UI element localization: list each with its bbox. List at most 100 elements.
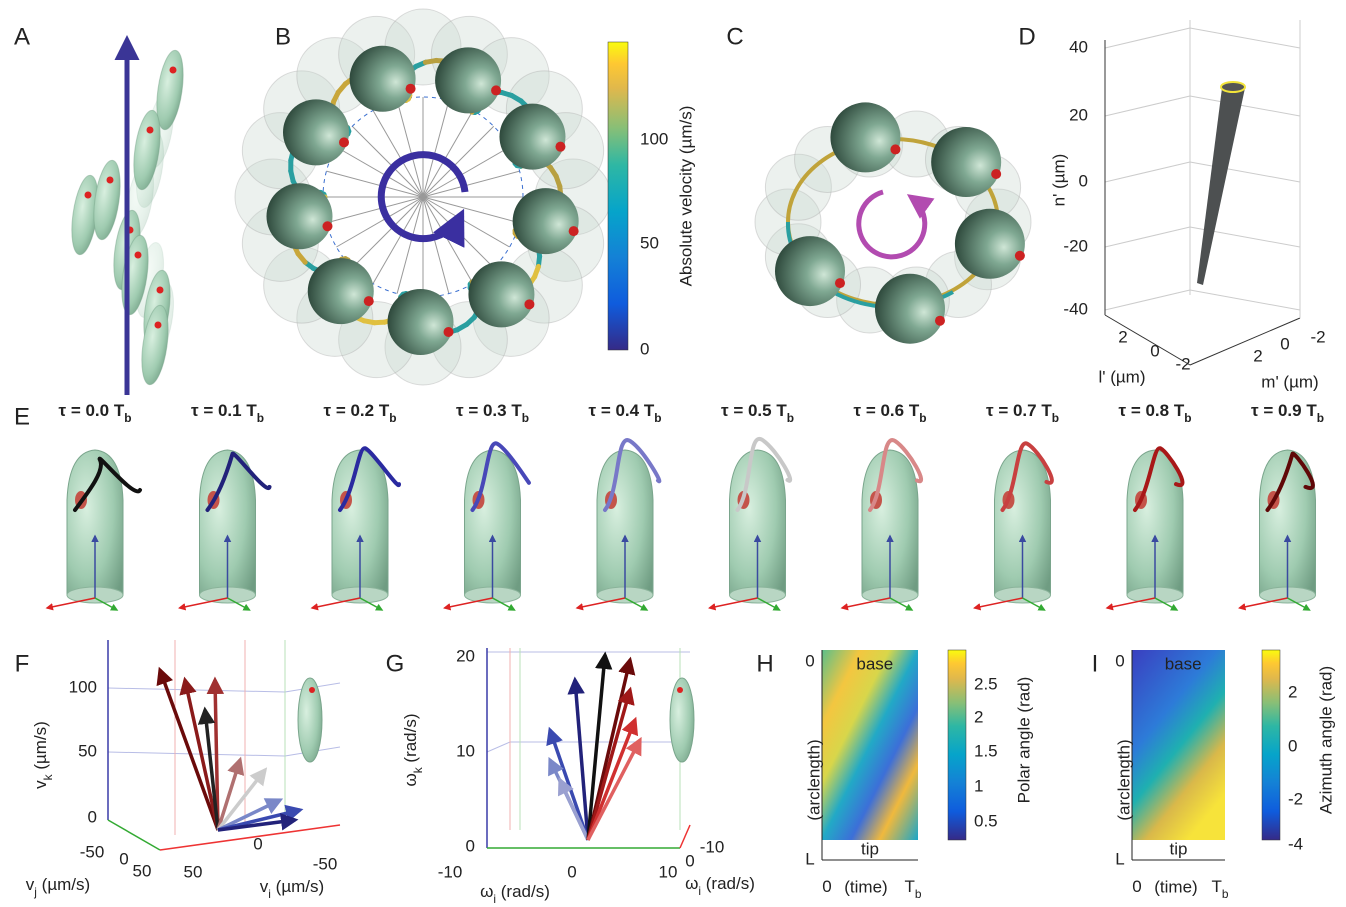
- sphere: [830, 102, 900, 172]
- axis-label: ωk (rad/s): [401, 713, 425, 786]
- subscript: b: [654, 411, 661, 425]
- grid-line: [1190, 290, 1300, 310]
- spot: [170, 67, 177, 74]
- colorbar-tick: 0: [1288, 736, 1297, 755]
- subscript: b: [1222, 887, 1229, 901]
- axis-label: (arclength): [1114, 739, 1133, 820]
- tick-label: 0: [1115, 651, 1124, 670]
- spot: [339, 137, 349, 147]
- axis-label: ωi (rad/s): [685, 874, 755, 898]
- spot: [991, 169, 1001, 179]
- grid-line: [1105, 227, 1190, 247]
- grid-line: [1105, 162, 1190, 182]
- grid-line: [1190, 162, 1300, 182]
- axis-line: [108, 820, 160, 850]
- spoke: [326, 171, 423, 197]
- label-part: T: [904, 877, 914, 896]
- axis-label: l' (µm): [1098, 367, 1145, 386]
- axis-label: n' (µm): [1049, 154, 1068, 207]
- spoke: [397, 100, 423, 197]
- colorbar-tick: -4: [1288, 834, 1303, 853]
- sphere: [468, 261, 534, 327]
- tick-label: 0: [253, 834, 262, 853]
- sphere: [955, 209, 1025, 279]
- spot: [835, 278, 845, 288]
- frame-title: τ = 0.0 Tb: [59, 401, 132, 425]
- tick-label: 0: [1150, 341, 1159, 360]
- colorbar-label: Polar angle (rad): [1014, 677, 1033, 804]
- tick-label: 0: [1280, 334, 1289, 353]
- grid-line: [1105, 290, 1190, 310]
- page: {"panels": { "A": {"label": "A"}, "B": {…: [0, 0, 1346, 907]
- label-part: 0: [1132, 877, 1141, 896]
- tick-label: 50: [184, 862, 203, 881]
- colorbar-tick: 100: [640, 129, 668, 148]
- label-part: τ = 0.9 T: [1251, 401, 1317, 420]
- panel-label: H: [756, 650, 773, 677]
- label-part: τ = 0.6 T: [854, 401, 920, 420]
- subscript: b: [915, 887, 922, 901]
- colorbar-label: Absolute velocity (µm/s): [676, 106, 695, 287]
- spoke: [352, 197, 423, 268]
- label-part: τ = 0.0 T: [59, 401, 125, 420]
- tick-label: -2: [1175, 354, 1190, 373]
- colorbar-tick: 2.5: [974, 674, 998, 693]
- spot: [364, 296, 374, 306]
- tick-label: 2: [1253, 346, 1262, 365]
- frame-title: τ = 0.2 Tb: [324, 401, 397, 425]
- colorbar-tick: 1.5: [974, 741, 998, 760]
- spoke: [326, 197, 423, 223]
- label-part: τ = 0.1 T: [191, 401, 257, 420]
- frame-title: τ = 0.5 Tb: [721, 401, 794, 425]
- spot: [322, 221, 332, 231]
- panel-label: D: [1018, 23, 1035, 50]
- label-part: (µm/s): [271, 877, 324, 896]
- panel-label: F: [15, 650, 30, 677]
- label-part: τ = 0.2 T: [324, 401, 390, 420]
- colorbar: [948, 650, 966, 840]
- spot: [890, 144, 900, 154]
- label-part: τ = 0.4 T: [589, 401, 655, 420]
- tick-label: -50: [313, 854, 338, 873]
- tick-label: 50: [78, 741, 97, 760]
- grid-line: [1190, 96, 1300, 116]
- sphere: [388, 289, 454, 355]
- tick-label: -20: [1063, 236, 1088, 255]
- axis-label: (arclength): [804, 739, 823, 820]
- panel-label: B: [275, 23, 291, 50]
- axis-line: [680, 825, 690, 848]
- tick-label: 10: [659, 862, 678, 881]
- spot: [444, 327, 454, 337]
- subscript: b: [257, 411, 264, 425]
- frame-title: τ = 0.4 Tb: [589, 401, 662, 425]
- grid-line: [1105, 28, 1190, 48]
- sphere: [266, 183, 332, 249]
- tick-label: 0: [567, 862, 576, 881]
- spot: [491, 85, 501, 95]
- panel-label: I: [1092, 650, 1099, 677]
- tick-label: 0: [466, 836, 475, 855]
- colorbar-tick: 2: [1288, 682, 1297, 701]
- label-part: τ = 0.3 T: [456, 401, 522, 420]
- tick-label: 20: [456, 646, 475, 665]
- spot: [1015, 251, 1025, 261]
- tick-label: -2: [1310, 327, 1325, 346]
- axis-label: ωi (rad/s): [480, 882, 550, 906]
- label-part: τ = 0.7 T: [986, 401, 1052, 420]
- subscript: b: [1317, 411, 1324, 425]
- label-part: T: [1211, 877, 1221, 896]
- heatmap-label: base: [856, 654, 893, 673]
- frame-title: τ = 0.1 Tb: [191, 401, 264, 425]
- axis-line: [160, 825, 340, 850]
- tick-label: -10: [700, 837, 725, 856]
- frame-title: τ = 0.6 Tb: [854, 401, 927, 425]
- label-part: (rad/s): [401, 713, 420, 767]
- grid-line: [108, 688, 285, 692]
- spot: [569, 226, 579, 236]
- tick-label: -50: [80, 842, 105, 861]
- rotation-arrow: [859, 192, 925, 257]
- grid-line: [108, 752, 285, 756]
- spoke: [423, 197, 520, 223]
- grid-line: [487, 742, 510, 752]
